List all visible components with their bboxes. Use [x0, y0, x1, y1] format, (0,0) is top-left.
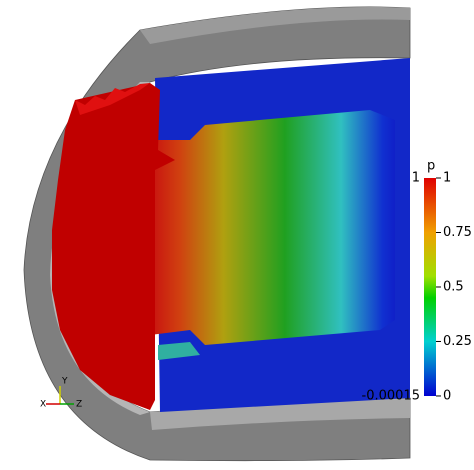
tick-label: 0.25 [443, 334, 472, 349]
shell-top [140, 6, 410, 44]
z-label: Z [76, 400, 82, 410]
color-bar-title: p [427, 159, 435, 174]
axes-triad: Y X Z [40, 377, 82, 410]
field-gradient [150, 110, 395, 345]
range-max: 1 [412, 171, 420, 186]
range-min: -0.00015 [362, 389, 420, 404]
tick-label: 0 [443, 388, 451, 403]
color-bar [424, 178, 436, 396]
field-cut-bottom [158, 342, 200, 360]
field-red [52, 83, 175, 410]
x-label: X [40, 400, 46, 410]
tick-label: 1 [443, 171, 451, 186]
tick-label: 0.5 [443, 279, 464, 294]
y-label: Y [61, 377, 68, 387]
field-red-steps [75, 83, 150, 115]
tick-label: 0.75 [443, 225, 472, 240]
shell-bottom [150, 398, 410, 430]
